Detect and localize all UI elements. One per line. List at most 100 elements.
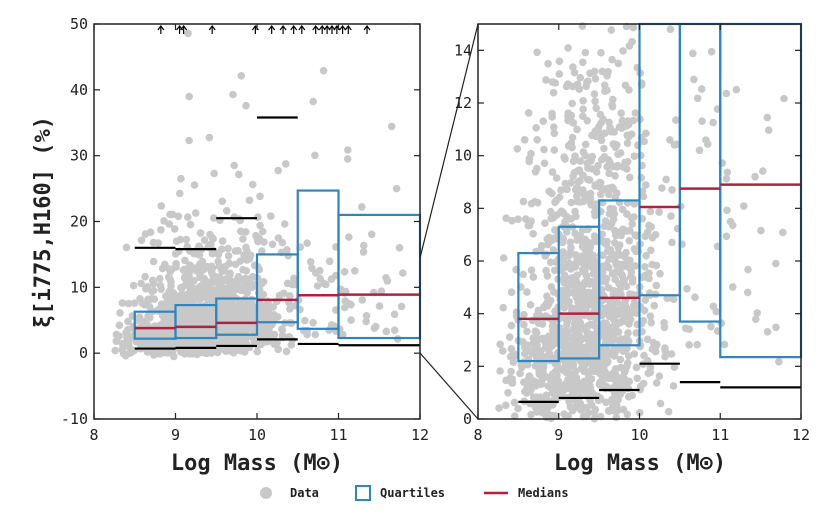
data-point (259, 278, 268, 286)
data-point (341, 297, 350, 305)
upper-limit-arrow (328, 25, 336, 34)
data-point (343, 155, 352, 163)
data-point (611, 172, 619, 180)
data-point (728, 283, 737, 291)
data-point (722, 89, 731, 98)
data-point (552, 211, 561, 219)
data-point (621, 366, 630, 375)
data-point (564, 365, 572, 373)
data-point (126, 345, 135, 353)
data-point (632, 232, 641, 240)
x-tick-label: 11 (329, 426, 347, 444)
data-point (231, 247, 240, 255)
data-point (387, 122, 396, 131)
data-point (176, 189, 184, 198)
data-point (572, 322, 580, 330)
data-point (609, 315, 618, 324)
data-point (143, 348, 152, 356)
data-point (170, 225, 179, 233)
data-point (218, 197, 227, 206)
data-point (627, 268, 636, 276)
upper-limit-arrow (208, 25, 216, 34)
data-point (567, 243, 575, 252)
data-point (559, 235, 568, 243)
data-point (542, 76, 550, 84)
data-point (112, 330, 121, 339)
data-point (327, 275, 336, 283)
ticks-full: 8 9 10 11 12 -10 0 10 20 30 40 50 (61, 15, 429, 444)
data-point (507, 321, 516, 330)
data-point (528, 376, 537, 385)
data-point (605, 333, 613, 341)
data-point (308, 264, 316, 273)
data-point (236, 257, 245, 265)
data-point (157, 226, 165, 234)
data-point (198, 257, 207, 266)
data-point (218, 237, 227, 245)
data-point (608, 102, 617, 111)
data-point (597, 363, 605, 371)
data-point (604, 357, 612, 366)
data-point (122, 243, 131, 252)
data-point (752, 315, 760, 324)
data-point (672, 116, 680, 124)
data-point (358, 296, 367, 304)
y-tick-label: 0 (79, 344, 88, 362)
data-point (519, 197, 528, 206)
data-point (608, 269, 617, 278)
data-point (603, 303, 612, 312)
data-point (568, 346, 576, 355)
data-point (722, 232, 731, 241)
data-point (190, 181, 199, 189)
data-point (602, 398, 610, 407)
data-point (509, 358, 518, 367)
data-point (690, 75, 698, 84)
y-tick-label: 14 (454, 41, 472, 59)
quartile-box-4 (678, 22, 722, 323)
data-point (720, 340, 729, 349)
data-point (520, 310, 528, 319)
upper-limit-arrow (290, 25, 298, 34)
data-point (707, 322, 715, 331)
data-point (178, 300, 186, 308)
data-point (558, 350, 566, 359)
data-point (606, 246, 615, 254)
x-tick-label: 11 (711, 426, 729, 444)
data-point (280, 220, 289, 228)
data-point (646, 207, 655, 216)
data-point (668, 238, 676, 247)
data-point (118, 299, 127, 307)
data-point (550, 123, 558, 131)
data-point (571, 367, 580, 375)
data-point (533, 164, 541, 173)
data-point (190, 277, 198, 285)
data-point (579, 148, 588, 156)
data-point (559, 337, 568, 346)
data-point (196, 273, 204, 282)
data-point (552, 196, 560, 205)
data-point (615, 123, 624, 131)
data-point (514, 215, 522, 223)
data-point (181, 281, 190, 289)
data-point (550, 337, 558, 346)
data-point (539, 117, 547, 125)
data-point (605, 210, 614, 218)
data-point (591, 182, 599, 190)
data-point (283, 279, 292, 288)
data-point (622, 282, 631, 291)
y-tick-label: 50 (70, 15, 88, 33)
data-point (538, 320, 547, 328)
data-point (576, 73, 585, 82)
data-point (650, 301, 659, 310)
data-point (632, 363, 641, 372)
data-point (522, 215, 530, 223)
data-point (198, 337, 207, 346)
data-point (647, 246, 655, 255)
data-point (652, 379, 661, 387)
data-point (538, 376, 546, 384)
data-point (579, 171, 587, 179)
data-point (157, 202, 166, 210)
data-point (587, 401, 596, 409)
data-point (524, 109, 533, 117)
